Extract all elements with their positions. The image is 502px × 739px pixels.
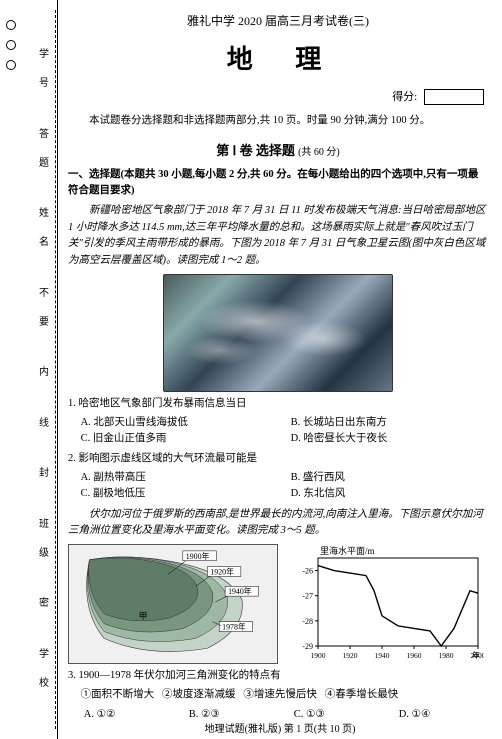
q1-option-d: D. 哈密昼长大于夜长 [278,431,488,447]
q3-sub3: ③增速先慢后快 [243,689,317,700]
q3-sub1: ①面积不断增大 [81,689,155,700]
q2-option-c: C. 副极地低压 [68,486,278,502]
svg-text:1920年: 1920年 [210,567,234,577]
svg-text:1920: 1920 [343,651,358,660]
sea-level-chart: 里海水平面/m-26-27-28-29190019201940196019802… [284,544,484,664]
q2-option-a: A. 副热带高压 [68,470,278,486]
score-row: 得分: [68,88,484,105]
margin-labels: 学 号 答 题 姓 名 不 要 内 线 封 班 级 密 学 校 [28,0,56,739]
page-content: 雅礼中学 2020 届高三月考试卷(三) 地 理 得分: 本试题卷分选择题和非选… [62,0,498,723]
binding-sidebar: 学 号 答 题 姓 名 不 要 内 线 封 班 级 密 学 校 [0,0,58,739]
svg-text:1900年: 1900年 [186,551,210,561]
svg-text:甲: 甲 [139,611,148,621]
margin-label: 不 要 [35,287,50,330]
svg-text:1940: 1940 [375,651,390,660]
q2-option-b: B. 盛行西风 [278,470,488,486]
q1-option-a: A. 北部天山雪线海拔低 [68,415,278,431]
svg-text:1900: 1900 [311,651,326,660]
satellite-cloud-figure [163,274,393,392]
question-3-subopts: ①面积不断增大 ②坡度逐渐减缓 ③增速先慢后快 ④春季增长最快 [68,687,488,703]
q1-option-c: C. 旧金山正值多雨 [68,431,278,447]
svg-text:-27: -27 [302,592,313,601]
svg-text:年: 年 [472,650,480,660]
section-1-title: 第 Ⅰ 卷 选择题 (共 60 分) [68,140,488,159]
q3-sub4: ④春季增长最快 [325,689,399,700]
margin-label: 线 [35,417,50,431]
margin-label: 姓 名 [35,207,50,250]
paper-subtitle: 雅礼中学 2020 届高三月考试卷(三) [68,12,488,29]
delta-map-figure: 甲 1900年 1920年 1940年 1978年 [68,544,278,664]
svg-text:1960: 1960 [407,651,422,660]
page-footer: 地理试题(雅礼版) 第 1 页(共 10 页) [62,720,498,735]
svg-text:1978年: 1978年 [222,622,246,632]
exam-intro: 本试题卷分选择题和非选择题两部分,共 10 页。时量 90 分钟,满分 100 … [68,113,488,130]
question-1-stem: 1. 哈密地区气象部门发布暴雨信息当日 [68,396,488,412]
svg-text:-29: -29 [302,642,313,651]
mcq-heading: 一、选择题(本题共 30 小题,每小题 2 分,共 60 分。在每小题给出的四个… [68,167,488,199]
margin-label: 班 级 [35,518,50,561]
svg-text:1940年: 1940年 [228,586,252,596]
margin-label: 封 [35,467,50,481]
q2-option-d: D. 东北信风 [278,486,488,502]
margin-label: 密 [35,597,50,611]
passage-1: 新疆哈密地区气象部门于 2018 年 7 月 31 日 11 时发布极端天气消息… [68,203,488,270]
margin-label: 答 题 [35,128,50,171]
q1-option-b: B. 长城站日出东南方 [278,415,488,431]
margin-label: 内 [35,366,50,380]
q3-sub2: ②坡度逐渐减缓 [162,689,236,700]
binding-holes [6,20,16,80]
score-label: 得分: [392,91,417,103]
figure-row: 甲 1900年 1920年 1940年 1978年 里海水平面/m-26-27-… [68,544,488,664]
section-1-main: 第 Ⅰ 卷 选择题 [216,143,295,158]
paper-title: 地 理 [78,39,488,76]
svg-text:里海水平面/m: 里海水平面/m [320,545,375,556]
margin-label: 学 校 [35,648,50,691]
question-2-options: A. 副热带高压 B. 盛行西风 C. 副极地低压 D. 东北信风 [68,470,488,503]
cut-line [55,10,56,729]
question-1-options: A. 北部天山雪线海拔低 B. 长城站日出东南方 C. 旧金山正值多雨 D. 哈… [68,415,488,448]
svg-text:-26: -26 [302,567,313,576]
margin-label: 学 号 [35,48,50,91]
passage-2: 伏尔加河位于俄罗斯的西南部,是世界最长的内流河,向南注入里海。下图示意伏尔加河三… [68,507,488,541]
score-box [424,89,484,105]
svg-text:-28: -28 [302,617,313,626]
svg-text:1980: 1980 [439,651,454,660]
question-2-stem: 2. 影响图示虚线区域的大气环流最可能是 [68,451,488,467]
question-3-stem: 3. 1900—1978 年伏尔加河三角洲变化的特点有 [68,668,488,684]
section-1-sub: (共 60 分) [298,147,340,158]
